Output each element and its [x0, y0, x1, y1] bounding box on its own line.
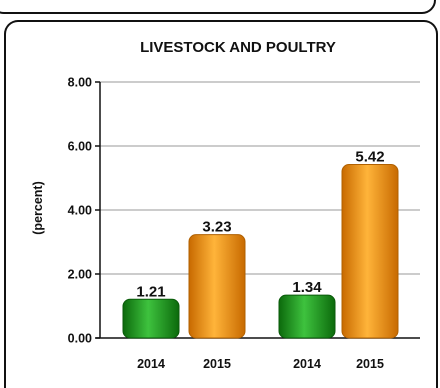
y-tick-label: 8.00 — [68, 76, 92, 90]
data-labels: 1.21 3.23 1.34 5.42 — [136, 149, 384, 301]
chart-title: LIVESTOCK AND POULTRY — [140, 39, 336, 56]
y-tick-label: 0.00 — [68, 332, 92, 346]
bar-2014-group1 — [122, 298, 180, 339]
x-tick-label: 2015 — [203, 357, 231, 371]
x-tick-labels: 2014 2015 2014 2015 — [137, 357, 384, 371]
bars — [122, 164, 399, 339]
data-label: 1.21 — [136, 283, 165, 300]
y-axis-label: (percent) — [31, 181, 45, 234]
x-tick-label: 2014 — [293, 357, 321, 371]
data-label: 1.34 — [292, 279, 322, 296]
y-tick-label: 2.00 — [68, 268, 92, 282]
y-tick-labels: 0.00 2.00 4.00 6.00 8.00 — [68, 76, 100, 346]
gridlines — [100, 81, 420, 275]
data-label: 3.23 — [202, 219, 231, 236]
y-tick-label: 6.00 — [68, 140, 92, 154]
bar-2015-group2 — [341, 164, 399, 339]
bar-2015-group1 — [188, 234, 246, 339]
x-tick-label: 2015 — [356, 357, 384, 371]
x-tick-label: 2014 — [137, 357, 165, 371]
data-label: 5.42 — [355, 149, 384, 166]
y-tick-label: 4.00 — [68, 204, 92, 218]
bar-2014-group2 — [278, 294, 336, 339]
